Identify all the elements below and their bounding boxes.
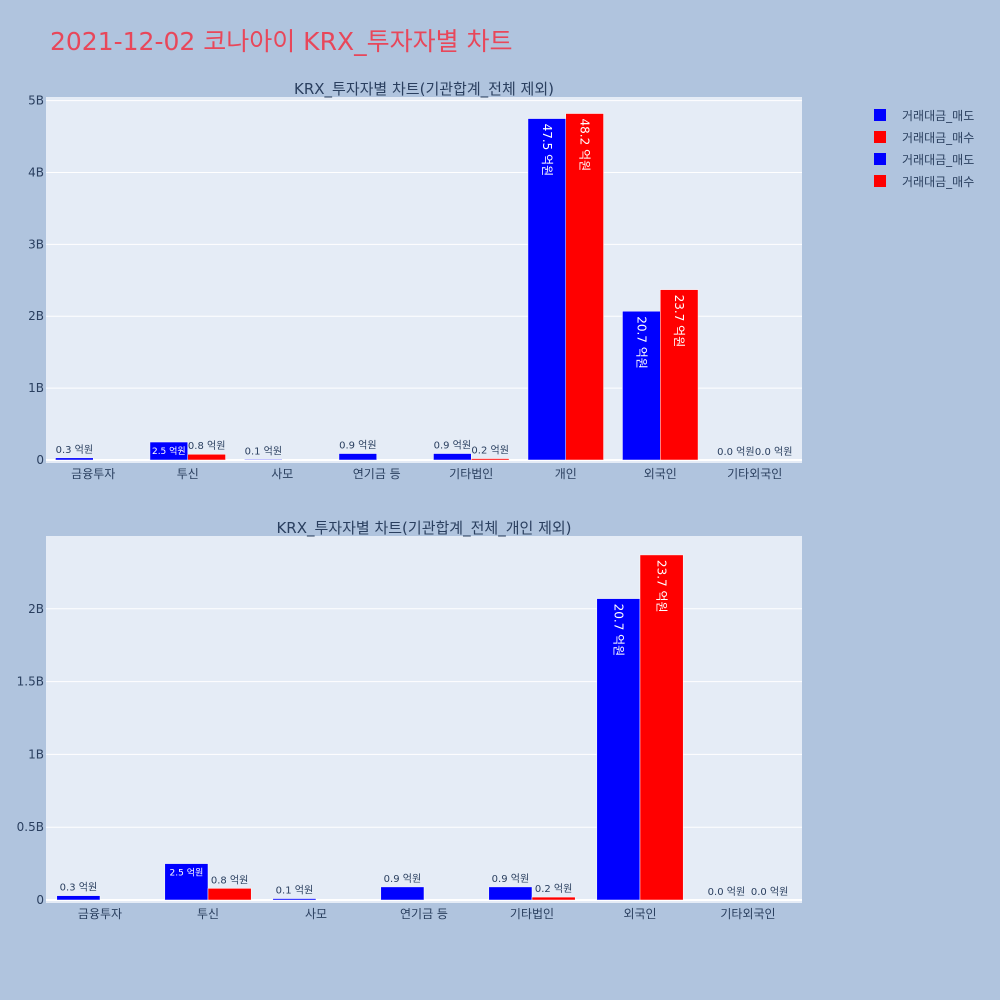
data-label: 0.0 억원 xyxy=(717,446,754,458)
data-label: 0.1 억원 xyxy=(245,445,282,457)
data-label: 47.5 억원 xyxy=(540,124,554,177)
data-label: 0.0 억원 xyxy=(755,446,792,458)
x-tick-label: 사모 xyxy=(305,907,327,921)
bar xyxy=(622,310,661,461)
data-label: 0.8 억원 xyxy=(211,874,248,886)
bar xyxy=(639,554,684,901)
bar xyxy=(433,453,472,461)
data-label: 20.7 억원 xyxy=(634,316,648,369)
data-label: 2.5 억원 xyxy=(152,445,186,457)
y-tick-label: 0.5B xyxy=(17,820,44,834)
data-label: 0.9 억원 xyxy=(384,873,421,885)
y-tick-label: 1.5B xyxy=(17,675,44,689)
x-tick-label: 기타법인 xyxy=(449,467,493,481)
legend-item[interactable]: 거래대금_매수 xyxy=(874,126,974,148)
legend-label: 거래대금_매도 xyxy=(902,152,975,167)
bar xyxy=(149,441,188,461)
bar xyxy=(164,863,209,901)
x-tick-label: 외국인 xyxy=(644,467,677,481)
data-label: 23.7 억원 xyxy=(672,295,686,348)
data-label: 48.2 억원 xyxy=(578,119,592,172)
legend-swatch xyxy=(874,153,886,165)
data-label: 0.2 억원 xyxy=(471,445,508,457)
data-label: 0.3 억원 xyxy=(56,444,93,456)
x-tick-label: 연기금 등 xyxy=(353,467,401,481)
y-tick-label: 1B xyxy=(28,747,44,761)
legend-label: 거래대금_매수 xyxy=(902,130,975,145)
bar xyxy=(207,888,252,901)
data-label: 0.1 억원 xyxy=(276,885,313,897)
bar xyxy=(660,289,699,461)
data-label: 2.5 억원 xyxy=(170,867,204,879)
data-label: 0.0 억원 xyxy=(708,886,745,898)
x-tick-label: 외국인 xyxy=(623,907,656,921)
data-label: 0.9 억원 xyxy=(339,440,376,452)
plot-area xyxy=(46,536,802,903)
y-tick-label: 2B xyxy=(28,309,44,323)
data-label: 0.9 억원 xyxy=(492,873,529,885)
legend-item[interactable]: 거래대금_매도 xyxy=(874,148,974,170)
x-tick-label: 금융투자 xyxy=(78,907,122,921)
y-tick-label: 1B xyxy=(28,381,44,395)
x-tick-label: 기타법인 xyxy=(510,907,554,921)
legend: 거래대금_매도 거래대금_매수 거래대금_매도 거래대금_매수 xyxy=(874,104,974,192)
legend-item[interactable]: 거래대금_매도 xyxy=(874,104,974,126)
chart-title: KRX_투자자별 차트(기관합계_전체_개인 제외) xyxy=(276,519,571,538)
bar xyxy=(488,886,533,901)
chart-title: KRX_투자자별 차트(기관합계_전체 제외) xyxy=(294,80,554,99)
data-label: 0.0 억원 xyxy=(751,886,788,898)
legend-label: 거래대금_매수 xyxy=(902,174,975,189)
bar xyxy=(244,459,283,461)
y-tick-label: 2B xyxy=(28,602,44,616)
bar xyxy=(55,457,94,461)
legend-label: 거래대금_매도 xyxy=(902,108,975,123)
x-tick-label: 투신 xyxy=(177,467,199,481)
y-tick-label: 0 xyxy=(36,453,44,467)
bar xyxy=(565,113,604,461)
legend-item[interactable]: 거래대금_매수 xyxy=(874,170,974,192)
bar xyxy=(56,895,101,901)
y-tick-label: 5B xyxy=(28,94,44,108)
legend-swatch xyxy=(874,109,886,121)
bar xyxy=(338,453,378,461)
bar xyxy=(531,896,576,901)
bar xyxy=(527,118,567,461)
page-title: 2021-12-02 코나아이 KRX_투자자별 차트 xyxy=(50,27,513,56)
data-label: 0.2 억원 xyxy=(535,883,572,895)
y-tick-label: 0 xyxy=(36,893,44,907)
bar xyxy=(596,598,641,901)
data-label: 20.7 억원 xyxy=(611,604,625,657)
x-tick-label: 연기금 등 xyxy=(400,907,448,921)
x-tick-label: 기타외국인 xyxy=(720,907,775,921)
data-label: 0.9 억원 xyxy=(434,440,471,452)
bar xyxy=(187,453,226,461)
legend-swatch xyxy=(874,131,886,143)
bar xyxy=(272,898,317,901)
bar xyxy=(471,458,510,461)
y-tick-label: 3B xyxy=(28,237,44,251)
y-tick-label: 4B xyxy=(28,165,44,179)
bar xyxy=(380,886,425,901)
x-tick-label: 투신 xyxy=(197,907,219,921)
legend-swatch xyxy=(874,175,886,187)
x-tick-label: 개인 xyxy=(555,467,577,481)
x-tick-label: 사모 xyxy=(271,467,293,481)
x-tick-label: 기타외국인 xyxy=(727,467,782,481)
data-label: 23.7 억원 xyxy=(655,560,669,613)
data-label: 0.8 억원 xyxy=(188,440,225,452)
x-tick-label: 금융투자 xyxy=(71,467,115,481)
data-label: 0.3 억원 xyxy=(60,882,97,894)
